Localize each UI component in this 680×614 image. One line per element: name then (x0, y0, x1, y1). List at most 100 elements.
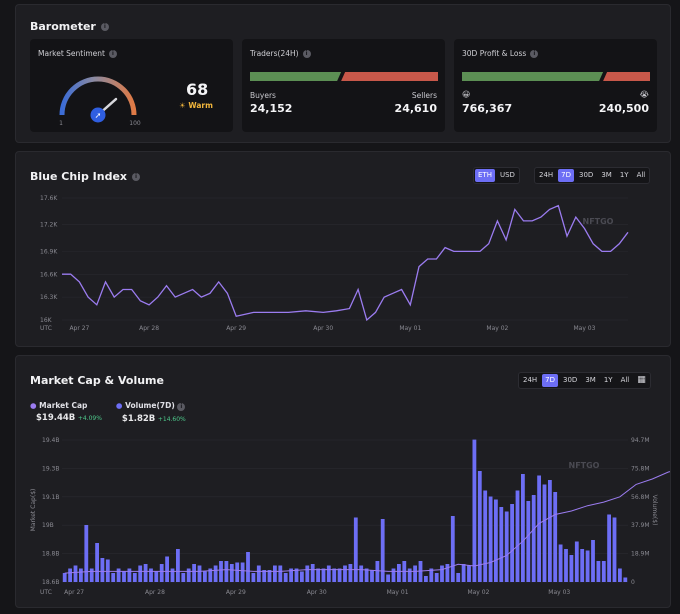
market-cap-right-axis: 94.7M 75.8M 56.8M 37.9M 18.9M 0 (631, 437, 650, 586)
market-cap-x-axis: Apr 27 Apr 28 Apr 29 Apr 30 May 01 May 02 May … (64, 589, 570, 596)
volume-bar (521, 474, 525, 582)
volume-bar (434, 573, 439, 582)
info-icon[interactable]: i (302, 49, 311, 58)
volume-bar (623, 577, 628, 582)
legend-volume[interactable]: ● Volume(7D) i $1.82B +14.60% (116, 401, 186, 424)
legend-dot-icon: ● (115, 401, 123, 410)
range-3m[interactable]: 3M (601, 171, 612, 179)
volume-bar (149, 568, 153, 582)
volume-bar (375, 561, 380, 582)
range-7d[interactable]: 7D (558, 169, 575, 182)
volume-bar (407, 568, 412, 582)
traders-bar (250, 72, 438, 81)
volume-bar (445, 564, 450, 582)
market-cap-title: Market Cap & Volume (30, 374, 164, 387)
y-left-tick-label: 19.3B (42, 465, 59, 472)
volume-bar (310, 564, 315, 582)
volume-bar (467, 565, 471, 582)
blue-chip-y-axis: 17.6K 17.2K 16.9K 16.6K 16.3K 16K (40, 195, 58, 324)
volume-bar (105, 559, 110, 582)
legend-volume-name: Volume(7D) (125, 401, 175, 410)
range-30d[interactable]: 30D (563, 376, 578, 384)
volume-bar (122, 571, 126, 582)
volume-bar (289, 568, 293, 582)
market-cap-axis-label: Market Cap($) (30, 489, 37, 532)
volume-bar (203, 571, 207, 582)
x-tick-label: May 03 (548, 589, 570, 596)
volume-bar (391, 568, 396, 582)
profit-loss-label-text: 30D Profit & Loss (462, 49, 527, 58)
y-right-tick-label: 56.8M (631, 494, 650, 501)
currency-eth[interactable]: ETH (475, 169, 495, 182)
blue-chip-range-tabs: 24H 7D 30D 3M 1Y All (534, 167, 651, 184)
currency-toggle: ETH USD (473, 167, 520, 184)
y-right-tick-label: 37.9M (631, 522, 650, 529)
volume-bar (596, 561, 601, 582)
market-sentiment-label: Market Sentiment i (38, 49, 117, 58)
info-icon[interactable]: i (177, 403, 186, 411)
volume-bar (132, 573, 137, 582)
volume-bar (229, 564, 234, 582)
volume-bar (154, 571, 159, 582)
info-icon[interactable]: i (100, 22, 109, 31)
volume-bar (558, 544, 563, 582)
volume-bar (170, 568, 175, 582)
y-left-tick-label: 19B (42, 522, 54, 529)
y-tick-label: 16.9K (40, 248, 58, 255)
y-tick-label: 17.6K (40, 195, 58, 202)
volume-bar (273, 565, 277, 582)
sellers-bar (341, 72, 438, 81)
sellers-value: 24,610 (394, 102, 437, 115)
volume-bar (380, 519, 385, 582)
volume-bar (526, 501, 531, 582)
range-1y[interactable]: 1Y (603, 376, 613, 384)
info-icon[interactable]: i (108, 49, 117, 58)
range-7d[interactable]: 7D (542, 374, 559, 387)
loss-value: 240,500 (598, 102, 649, 115)
info-icon[interactable]: i (530, 49, 539, 58)
volume-bars (62, 439, 628, 582)
currency-usd[interactable]: USD (499, 171, 515, 179)
range-24h[interactable]: 24H (523, 376, 538, 384)
range-all[interactable]: All (620, 376, 630, 384)
range-30d[interactable]: 30D (579, 171, 594, 179)
blue-chip-line (62, 204, 629, 322)
blue-chip-title-text: Blue Chip Index (30, 170, 128, 183)
volume-bar (62, 573, 67, 582)
volume-bar (73, 565, 78, 582)
x-tick-label: Apr 28 (139, 325, 159, 332)
y-left-tick-label: 18.6B (42, 579, 59, 586)
volume-bar (343, 565, 347, 582)
range-1y[interactable]: 1Y (619, 171, 629, 179)
volume-bar (488, 496, 493, 582)
info-icon[interactable]: i (132, 172, 141, 181)
loss-bar (603, 72, 650, 81)
volume-bar (283, 573, 288, 582)
legend-market-cap[interactable]: ● Market Cap $19.44B +4.09% (30, 401, 102, 424)
range-3m[interactable]: 3M (585, 376, 596, 384)
x-tick-label: Apr 29 (226, 589, 246, 596)
x-tick-label: May 02 (486, 325, 508, 332)
market-sentiment-card: Market Sentiment i ➚ 1 100 68 ☀ Warm (30, 39, 233, 132)
y-tick-label: 17.2K (40, 222, 58, 229)
range-all[interactable]: All (636, 171, 646, 179)
volume-bar (456, 573, 461, 582)
calendar-icon[interactable]: ▦ (637, 375, 646, 385)
sentiment-status-text: Warm (188, 101, 213, 110)
volume-bar (585, 550, 590, 582)
range-24h[interactable]: 24H (539, 171, 554, 179)
market-cap-chart: 19.4B 19.3B 19.1B 19B 18.8B 18.6B 94.7M 75.8M 5… (30, 437, 670, 596)
volume-bar (224, 561, 229, 582)
volume-bar (548, 480, 552, 582)
x-tick-label: Apr 29 (226, 325, 246, 332)
gauge-hub (90, 107, 106, 123)
blue-chip-title: Blue Chip Index i (30, 170, 141, 183)
legend-dot-icon: ● (30, 401, 37, 410)
buyers-label: Buyers (250, 91, 276, 100)
legend-market-cap-value: $19.44B (36, 413, 76, 423)
volume-bar (84, 525, 89, 582)
volume-bar (240, 562, 245, 582)
volume-bar (477, 471, 482, 582)
sellers-label: Sellers (411, 91, 437, 100)
